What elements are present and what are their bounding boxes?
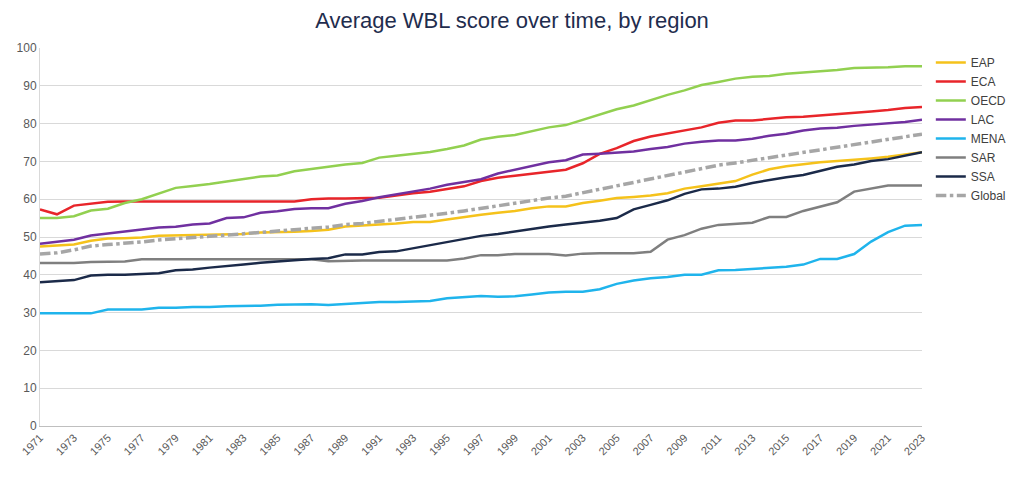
svg-text:30: 30	[23, 306, 37, 320]
svg-text:0: 0	[30, 419, 37, 433]
svg-text:2015: 2015	[766, 432, 792, 458]
svg-text:10: 10	[23, 381, 37, 395]
svg-text:1983: 1983	[223, 432, 249, 458]
svg-text:2021: 2021	[868, 432, 894, 458]
svg-text:Global: Global	[971, 189, 1006, 203]
svg-text:2013: 2013	[732, 432, 758, 458]
svg-text:80: 80	[23, 117, 37, 131]
svg-text:1987: 1987	[291, 432, 317, 458]
svg-text:2011: 2011	[699, 432, 724, 457]
svg-text:2001: 2001	[528, 432, 554, 458]
svg-text:LAC: LAC	[971, 113, 995, 127]
svg-text:90: 90	[23, 79, 37, 93]
svg-text:1991: 1991	[359, 432, 385, 458]
svg-text:1977: 1977	[121, 432, 147, 458]
svg-text:2005: 2005	[596, 432, 622, 458]
svg-text:1999: 1999	[494, 432, 520, 458]
svg-text:1985: 1985	[257, 432, 283, 458]
svg-text:1997: 1997	[461, 432, 487, 458]
svg-text:OECD: OECD	[971, 94, 1006, 108]
svg-text:1989: 1989	[325, 432, 351, 458]
svg-text:1981: 1981	[189, 432, 215, 458]
svg-text:20: 20	[23, 344, 37, 358]
svg-text:ECA: ECA	[971, 75, 996, 89]
svg-text:Average WBL score over time, b: Average WBL score over time, by region	[315, 8, 709, 33]
svg-text:SAR: SAR	[971, 151, 996, 165]
svg-text:2023: 2023	[902, 432, 928, 458]
svg-text:SSA: SSA	[971, 170, 995, 184]
svg-text:1971: 1971	[20, 432, 46, 458]
svg-text:MENA: MENA	[971, 132, 1006, 146]
svg-text:2019: 2019	[834, 432, 860, 458]
svg-text:40: 40	[23, 268, 37, 282]
svg-text:100: 100	[17, 41, 37, 55]
svg-text:50: 50	[23, 230, 37, 244]
svg-text:70: 70	[23, 155, 37, 169]
svg-text:1975: 1975	[87, 432, 113, 458]
svg-text:2017: 2017	[800, 432, 826, 458]
svg-text:1979: 1979	[155, 432, 181, 458]
svg-text:1995: 1995	[427, 432, 453, 458]
svg-text:2009: 2009	[664, 432, 690, 458]
svg-text:2003: 2003	[562, 432, 588, 458]
svg-text:60: 60	[23, 192, 37, 206]
svg-text:1993: 1993	[393, 432, 419, 458]
svg-text:1973: 1973	[53, 432, 79, 458]
svg-text:2007: 2007	[630, 432, 656, 458]
svg-text:EAP: EAP	[971, 56, 995, 70]
